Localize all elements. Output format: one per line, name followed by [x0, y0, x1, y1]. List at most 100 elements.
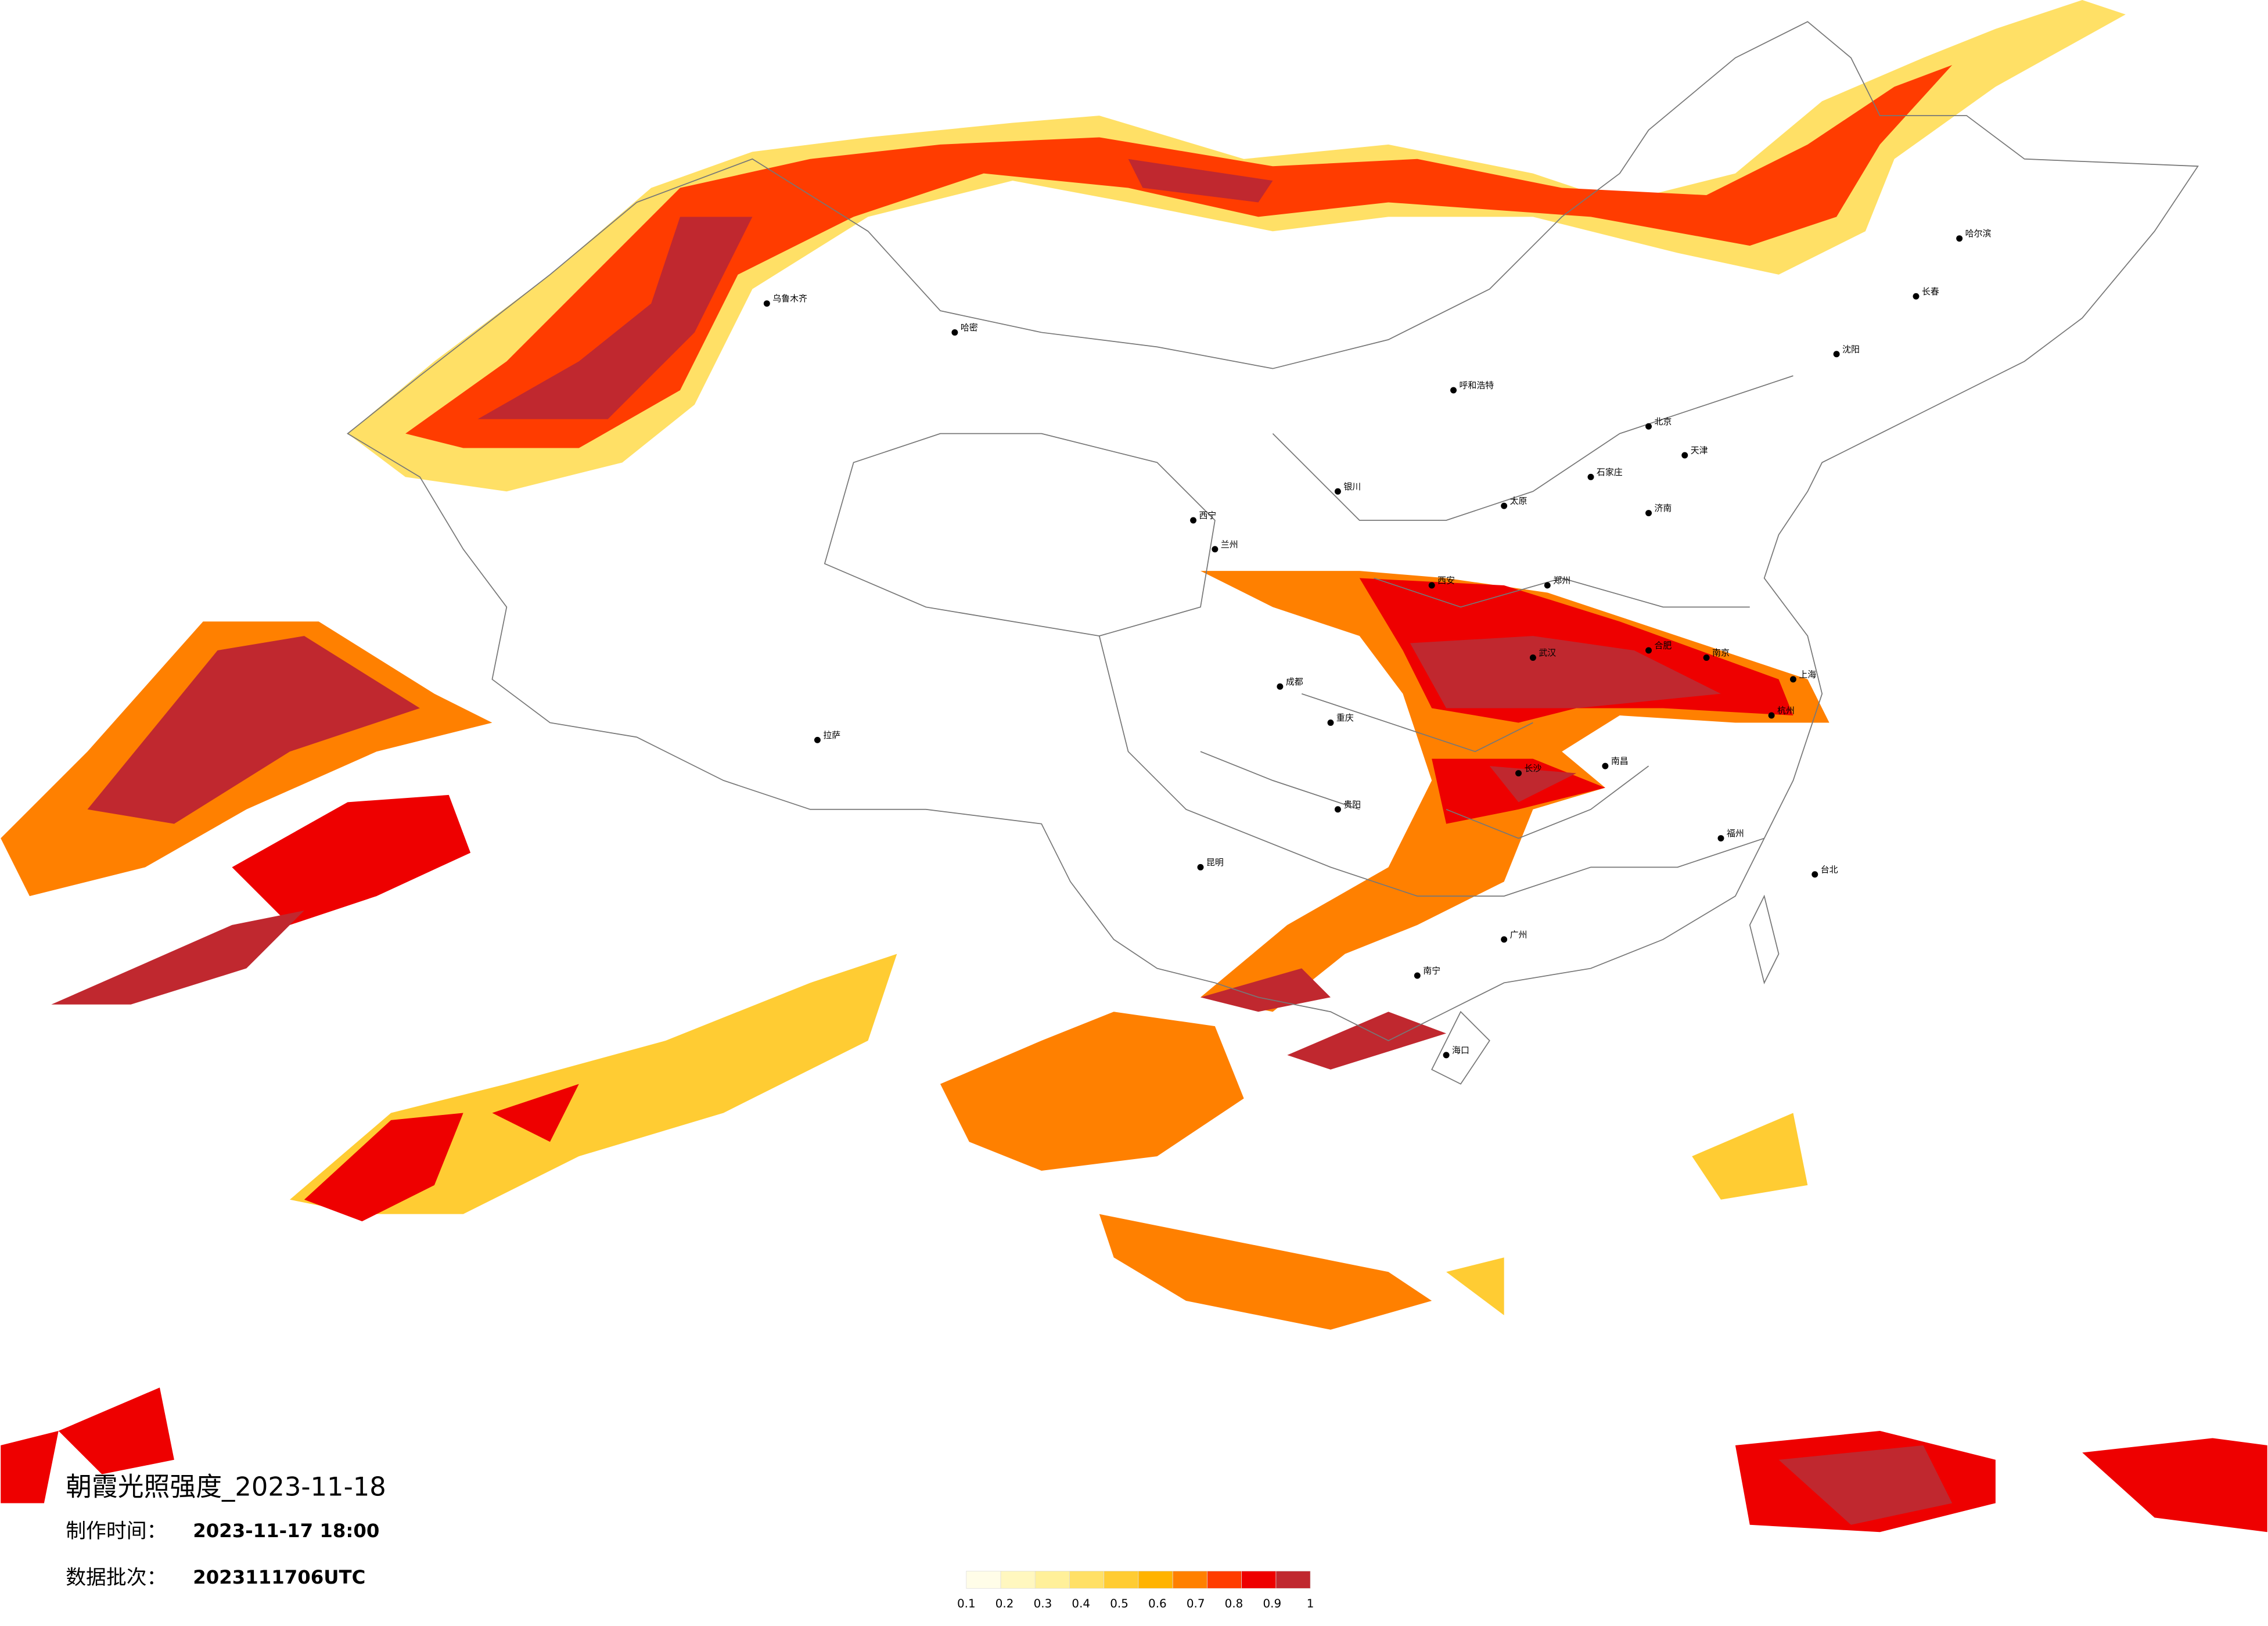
- city-label: 台北: [1821, 864, 1838, 875]
- city-label: 上海: [1799, 669, 1816, 679]
- area: [477, 159, 1273, 419]
- city-label: 石家庄: [1597, 467, 1623, 477]
- area: [51, 911, 304, 1005]
- legend-swatch: [1241, 1571, 1277, 1589]
- area: [1446, 1113, 1808, 1315]
- city-label: 南宁: [1423, 966, 1440, 976]
- city-dot: [1833, 351, 1840, 358]
- city-dot: [1768, 712, 1775, 719]
- glow-areas: [1, 0, 2267, 1533]
- legend-swatch: [1104, 1571, 1139, 1589]
- city-label: 南京: [1712, 647, 1730, 658]
- legend-tick-label: 0.9: [1263, 1597, 1281, 1610]
- city-label: 沈阳: [1842, 344, 1860, 354]
- city-label: 北京: [1655, 416, 1672, 427]
- data-batch: 2023111706UTC: [193, 1566, 365, 1588]
- area: [1778, 1445, 1953, 1525]
- legend-tick-label: 0.2: [995, 1597, 1014, 1610]
- city-dot: [1327, 719, 1334, 726]
- legend-swatch: [966, 1571, 1001, 1589]
- legend: 0.1 0.2 0.3 0.4 0.5 0.6 0.7 0.8 0.9 1: [957, 1571, 1314, 1610]
- legend-swatch: [1207, 1571, 1242, 1589]
- area: [304, 1084, 579, 1222]
- city-label: 福州: [1727, 828, 1744, 839]
- city-label: 南昌: [1611, 756, 1629, 767]
- city-label: 西安: [1437, 575, 1455, 586]
- city-dot: [1587, 473, 1594, 480]
- city-label: 呼和浩特: [1460, 380, 1494, 391]
- city-dot: [1681, 452, 1688, 459]
- legend-tick-label: 0.4: [1072, 1597, 1090, 1610]
- city-dot: [1197, 864, 1204, 870]
- city-label: 济南: [1655, 503, 1672, 513]
- city-dot: [1544, 582, 1551, 589]
- legend-tick-label: 0.7: [1187, 1597, 1205, 1610]
- data-batch-label: 数据批次：: [66, 1566, 167, 1589]
- city-dot: [1428, 582, 1435, 589]
- city-label: 哈尔滨: [1965, 228, 1992, 239]
- city-dot: [1717, 835, 1724, 842]
- city-dot: [1956, 235, 1963, 242]
- city-label: 银川: [1343, 481, 1361, 492]
- city-label: 拉萨: [823, 730, 840, 740]
- city-dot: [1645, 647, 1652, 654]
- city-label: 武汉: [1539, 647, 1556, 658]
- area: [232, 794, 471, 925]
- legend-tick-label: 0.6: [1148, 1597, 1167, 1610]
- city-dot: [1334, 806, 1341, 813]
- map-title: 朝霞光照强度_2023-11-18: [66, 1472, 386, 1502]
- area: [1200, 636, 1721, 1070]
- city-dot: [1190, 517, 1197, 524]
- city-label: 昆明: [1206, 857, 1224, 868]
- city-dot: [1913, 293, 1920, 300]
- city-dot: [951, 329, 958, 336]
- city-dot: [1515, 770, 1522, 777]
- city-label: 杭州: [1777, 706, 1795, 716]
- legend-tick-label: 0.3: [1034, 1597, 1052, 1610]
- city-dot: [1414, 972, 1421, 979]
- area: [87, 636, 420, 824]
- city-label: 成都: [1286, 677, 1303, 687]
- city-dot: [814, 736, 821, 743]
- city-dot: [1334, 488, 1341, 495]
- city-dot: [1212, 546, 1219, 553]
- legend-tick-label: 1: [1307, 1597, 1314, 1610]
- province-borders: [347, 21, 2199, 1085]
- city-label: 哈密: [961, 322, 978, 333]
- city-dot: [763, 300, 770, 307]
- legend-swatch: [1138, 1571, 1173, 1589]
- city-dot: [1789, 676, 1796, 683]
- production-time-label: 制作时间：: [66, 1520, 167, 1543]
- area: [940, 1012, 1432, 1330]
- legend-swatch: [1034, 1571, 1070, 1589]
- city-label: 乌鲁木齐: [772, 293, 807, 304]
- city-dot: [1703, 654, 1710, 661]
- legend-tick-label: 0.1: [957, 1597, 976, 1610]
- city-dot: [1277, 683, 1284, 690]
- city-dot: [1501, 502, 1508, 509]
- city-label: 长沙: [1525, 763, 1542, 774]
- city-dot: [1501, 936, 1508, 943]
- city-dot: [1450, 387, 1457, 394]
- cities: 乌鲁木齐哈密拉萨西宁兰州银川呼和浩特北京天津石家庄太原济南郑州西安成都重庆武汉长…: [763, 228, 1992, 1059]
- area: [1, 1387, 174, 1503]
- city-dot: [1811, 871, 1818, 878]
- city-label: 海口: [1452, 1045, 1469, 1055]
- city-dot: [1443, 1052, 1450, 1059]
- city-dot: [1645, 510, 1652, 517]
- city-label: 西宁: [1199, 510, 1217, 521]
- production-time: 2023-11-17 18:00: [193, 1520, 379, 1542]
- legend-swatch: [1275, 1571, 1311, 1589]
- city-label: 天津: [1691, 445, 1708, 456]
- city-dot: [1645, 423, 1652, 430]
- city-label: 兰州: [1221, 539, 1238, 549]
- legend-swatch: [1172, 1571, 1207, 1589]
- city-label: 贵阳: [1343, 799, 1361, 810]
- legend-tick-label: 0.5: [1110, 1597, 1128, 1610]
- city-dot: [1529, 654, 1536, 661]
- legend-swatch: [1069, 1571, 1105, 1589]
- city-label: 太原: [1510, 496, 1527, 506]
- city-label: 长春: [1922, 286, 1939, 297]
